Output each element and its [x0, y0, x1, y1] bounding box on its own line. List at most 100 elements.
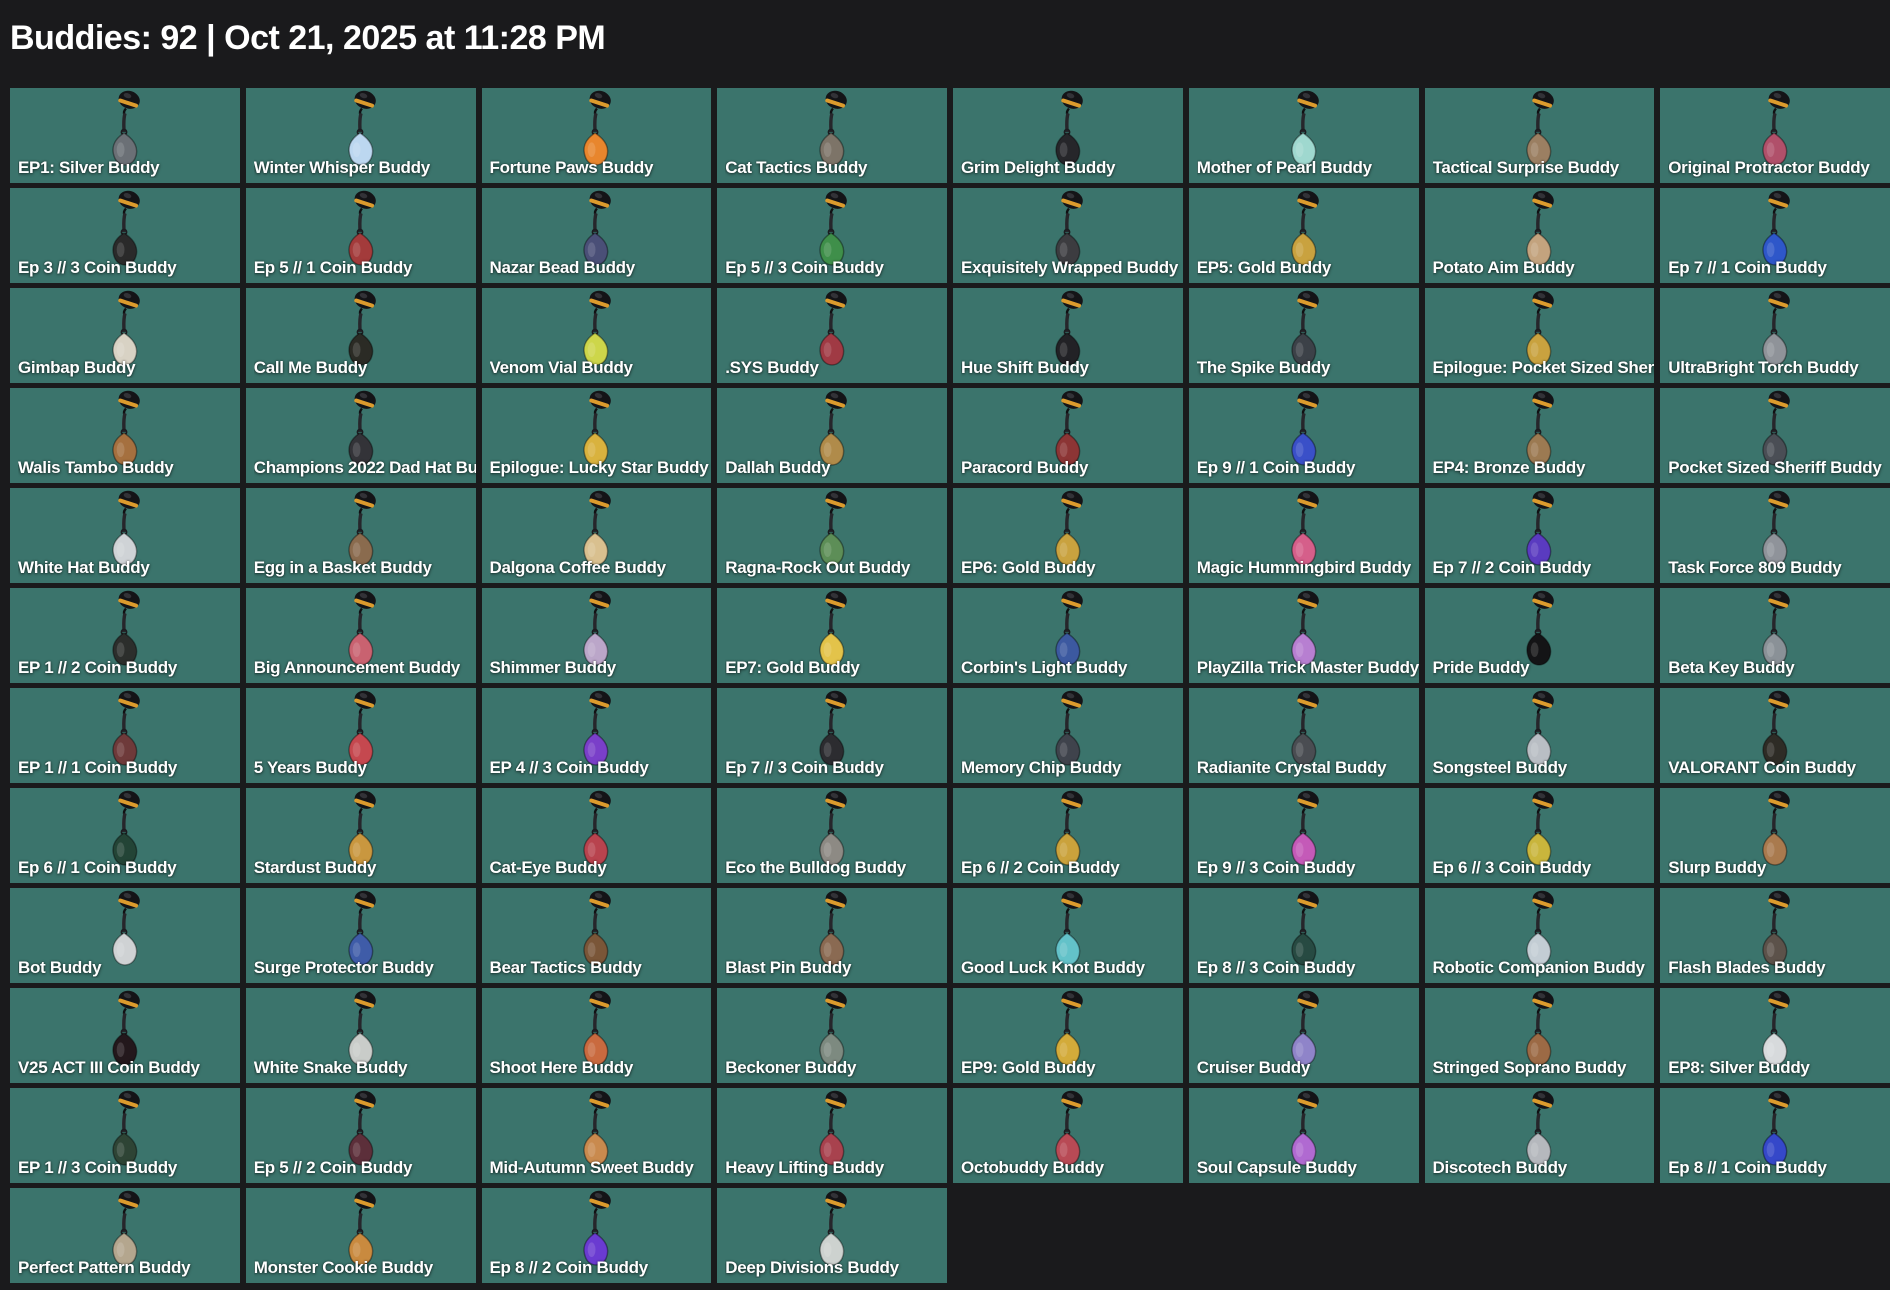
buddy-card[interactable]: Nazar Bead Buddy — [481, 188, 712, 283]
buddy-card[interactable]: Radianite Crystal Buddy — [1188, 688, 1419, 783]
buddy-card[interactable]: Memory Chip Buddy — [953, 688, 1183, 783]
buddy-card[interactable]: EP5: Gold Buddy — [1188, 188, 1419, 283]
buddy-card[interactable]: Ep 3 // 3 Coin Buddy — [10, 188, 240, 283]
buddy-card[interactable]: Ep 6 // 3 Coin Buddy — [1424, 788, 1655, 883]
buddy-card[interactable]: 5 Years Buddy — [245, 688, 476, 783]
buddy-card[interactable]: Slurp Buddy — [1660, 788, 1890, 883]
buddy-card[interactable]: Epilogue: Pocket Sized Sheriff Buddy — [1424, 288, 1655, 383]
buddy-label: Potato Aim Buddy — [1432, 258, 1575, 277]
buddy-card[interactable]: Ep 7 // 2 Coin Buddy — [1424, 488, 1655, 583]
buddy-card[interactable]: Beta Key Buddy — [1660, 588, 1890, 683]
buddy-card[interactable]: Eco the Bulldog Buddy — [717, 788, 947, 883]
buddy-card[interactable]: Beckoner Buddy — [717, 988, 947, 1083]
buddy-card[interactable]: Pride Buddy — [1424, 588, 1655, 683]
buddy-card[interactable]: Exquisitely Wrapped Buddy — [953, 188, 1183, 283]
buddy-card[interactable]: Ep 5 // 3 Coin Buddy — [717, 188, 947, 283]
buddy-card[interactable]: White Snake Buddy — [245, 988, 476, 1083]
buddy-card[interactable]: Octobuddy Buddy — [953, 1088, 1183, 1183]
buddy-card[interactable]: UltraBright Torch Buddy — [1660, 288, 1890, 383]
buddy-card[interactable]: Ragna-Rock Out Buddy — [717, 488, 947, 583]
buddy-card[interactable]: Tactical Surprise Buddy — [1424, 88, 1655, 183]
buddy-card[interactable]: Magic Hummingbird Buddy — [1188, 488, 1419, 583]
buddy-card[interactable]: EP7: Gold Buddy — [717, 588, 947, 683]
buddy-label: Pocket Sized Sheriff Buddy — [1668, 458, 1882, 477]
buddy-card[interactable]: Potato Aim Buddy — [1424, 188, 1655, 283]
buddy-card[interactable]: Monster Cookie Buddy — [245, 1188, 476, 1283]
buddy-card[interactable]: Heavy Lifting Buddy — [717, 1088, 947, 1183]
buddy-card[interactable]: Flash Blades Buddy — [1660, 888, 1890, 983]
buddy-card[interactable]: EP4: Bronze Buddy — [1424, 388, 1655, 483]
buddy-card[interactable]: Original Protractor Buddy — [1660, 88, 1890, 183]
buddy-card[interactable]: Surge Protector Buddy — [245, 888, 476, 983]
buddy-card[interactable]: Bot Buddy — [10, 888, 240, 983]
buddy-card[interactable]: Dallah Buddy — [717, 388, 947, 483]
buddy-card[interactable]: .SYS Buddy — [717, 288, 947, 383]
buddy-card[interactable]: Cruiser Buddy — [1188, 988, 1419, 1083]
buddy-card[interactable]: Soul Capsule Buddy — [1188, 1088, 1419, 1183]
buddy-card[interactable]: Mother of Pearl Buddy — [1188, 88, 1419, 183]
buddy-card[interactable]: Venom Vial Buddy — [481, 288, 712, 383]
buddy-card[interactable]: EP 1 // 3 Coin Buddy — [10, 1088, 240, 1183]
buddy-card[interactable]: White Hat Buddy — [10, 488, 240, 583]
buddy-card[interactable]: Dalgona Coffee Buddy — [481, 488, 712, 583]
buddy-label: Gimbap Buddy — [18, 358, 136, 377]
buddy-card[interactable]: Hue Shift Buddy — [953, 288, 1183, 383]
buddy-card[interactable]: Ep 6 // 2 Coin Buddy — [953, 788, 1183, 883]
buddy-card[interactable]: EP9: Gold Buddy — [953, 988, 1183, 1083]
buddy-label: Epilogue: Lucky Star Buddy — [489, 458, 709, 477]
buddy-card[interactable]: Ep 8 // 2 Coin Buddy — [481, 1188, 712, 1283]
buddy-card[interactable]: Songsteel Buddy — [1424, 688, 1655, 783]
buddy-card[interactable]: Stardust Buddy — [245, 788, 476, 883]
buddy-card[interactable]: Call Me Buddy — [245, 288, 476, 383]
buddy-card[interactable]: Pocket Sized Sheriff Buddy — [1660, 388, 1890, 483]
buddy-card[interactable]: Ep 5 // 1 Coin Buddy — [245, 188, 476, 283]
buddy-label: Ep 6 // 2 Coin Buddy — [961, 858, 1120, 877]
buddy-card[interactable]: Ep 8 // 3 Coin Buddy — [1188, 888, 1419, 983]
buddy-card[interactable]: Ep 9 // 1 Coin Buddy — [1188, 388, 1419, 483]
buddy-card[interactable]: Paracord Buddy — [953, 388, 1183, 483]
buddy-card[interactable]: Champions 2022 Dad Hat Buddy — [245, 388, 476, 483]
buddy-label: Slurp Buddy — [1668, 858, 1767, 877]
buddy-card[interactable]: Discotech Buddy — [1424, 1088, 1655, 1183]
buddy-card[interactable]: Ep 7 // 3 Coin Buddy — [717, 688, 947, 783]
buddy-card[interactable]: Good Luck Knot Buddy — [953, 888, 1183, 983]
buddy-label: EP 1 // 1 Coin Buddy — [18, 758, 177, 777]
buddy-card[interactable]: Robotic Companion Buddy — [1424, 888, 1655, 983]
buddy-card[interactable]: Gimbap Buddy — [10, 288, 240, 383]
buddy-card[interactable]: Blast Pin Buddy — [717, 888, 947, 983]
buddy-card[interactable]: Winter Whisper Buddy — [245, 88, 476, 183]
buddy-card[interactable]: Egg in a Basket Buddy — [245, 488, 476, 583]
buddy-card[interactable]: Grim Delight Buddy — [953, 88, 1183, 183]
buddy-card[interactable]: Task Force 809 Buddy — [1660, 488, 1890, 583]
buddy-card[interactable]: Ep 5 // 2 Coin Buddy — [245, 1088, 476, 1183]
buddy-card[interactable]: Ep 6 // 1 Coin Buddy — [10, 788, 240, 883]
buddy-card[interactable]: Big Announcement Buddy — [245, 588, 476, 683]
buddy-card[interactable]: Ep 7 // 1 Coin Buddy — [1660, 188, 1890, 283]
buddy-card[interactable]: Ep 8 // 1 Coin Buddy — [1660, 1088, 1890, 1183]
buddy-card[interactable]: EP1: Silver Buddy — [10, 88, 240, 183]
buddy-card[interactable]: VALORANT Coin Buddy — [1660, 688, 1890, 783]
buddy-card[interactable]: Deep Divisions Buddy — [717, 1188, 947, 1283]
buddy-card[interactable]: Perfect Pattern Buddy — [10, 1188, 240, 1283]
buddy-card[interactable]: Stringed Soprano Buddy — [1424, 988, 1655, 1083]
buddy-card[interactable]: Walis Tambo Buddy — [10, 388, 240, 483]
buddy-card[interactable]: Cat Tactics Buddy — [717, 88, 947, 183]
buddy-card[interactable]: Mid-Autumn Sweet Buddy — [481, 1088, 712, 1183]
buddy-label: Nazar Bead Buddy — [489, 258, 636, 277]
buddy-card[interactable]: Corbin's Light Buddy — [953, 588, 1183, 683]
buddy-card[interactable]: Ep 9 // 3 Coin Buddy — [1188, 788, 1419, 883]
buddy-card[interactable]: Shimmer Buddy — [481, 588, 712, 683]
buddy-card[interactable]: The Spike Buddy — [1188, 288, 1419, 383]
buddy-card[interactable]: Epilogue: Lucky Star Buddy — [481, 388, 712, 483]
buddy-card[interactable]: Cat-Eye Buddy — [481, 788, 712, 883]
buddy-card[interactable]: EP6: Gold Buddy — [953, 488, 1183, 583]
buddy-card[interactable]: EP8: Silver Buddy — [1660, 988, 1890, 1083]
buddy-card[interactable]: V25 ACT III Coin Buddy — [10, 988, 240, 1083]
buddy-card[interactable]: Fortune Paws Buddy — [481, 88, 712, 183]
buddy-card[interactable]: Bear Tactics Buddy — [481, 888, 712, 983]
buddy-card[interactable]: EP 1 // 1 Coin Buddy — [10, 688, 240, 783]
buddy-card[interactable]: EP 1 // 2 Coin Buddy — [10, 588, 240, 683]
buddy-card[interactable]: Shoot Here Buddy — [481, 988, 712, 1083]
buddy-card[interactable]: EP 4 // 3 Coin Buddy — [481, 688, 712, 783]
buddy-card[interactable]: PlayZilla Trick Master Buddy — [1188, 588, 1419, 683]
